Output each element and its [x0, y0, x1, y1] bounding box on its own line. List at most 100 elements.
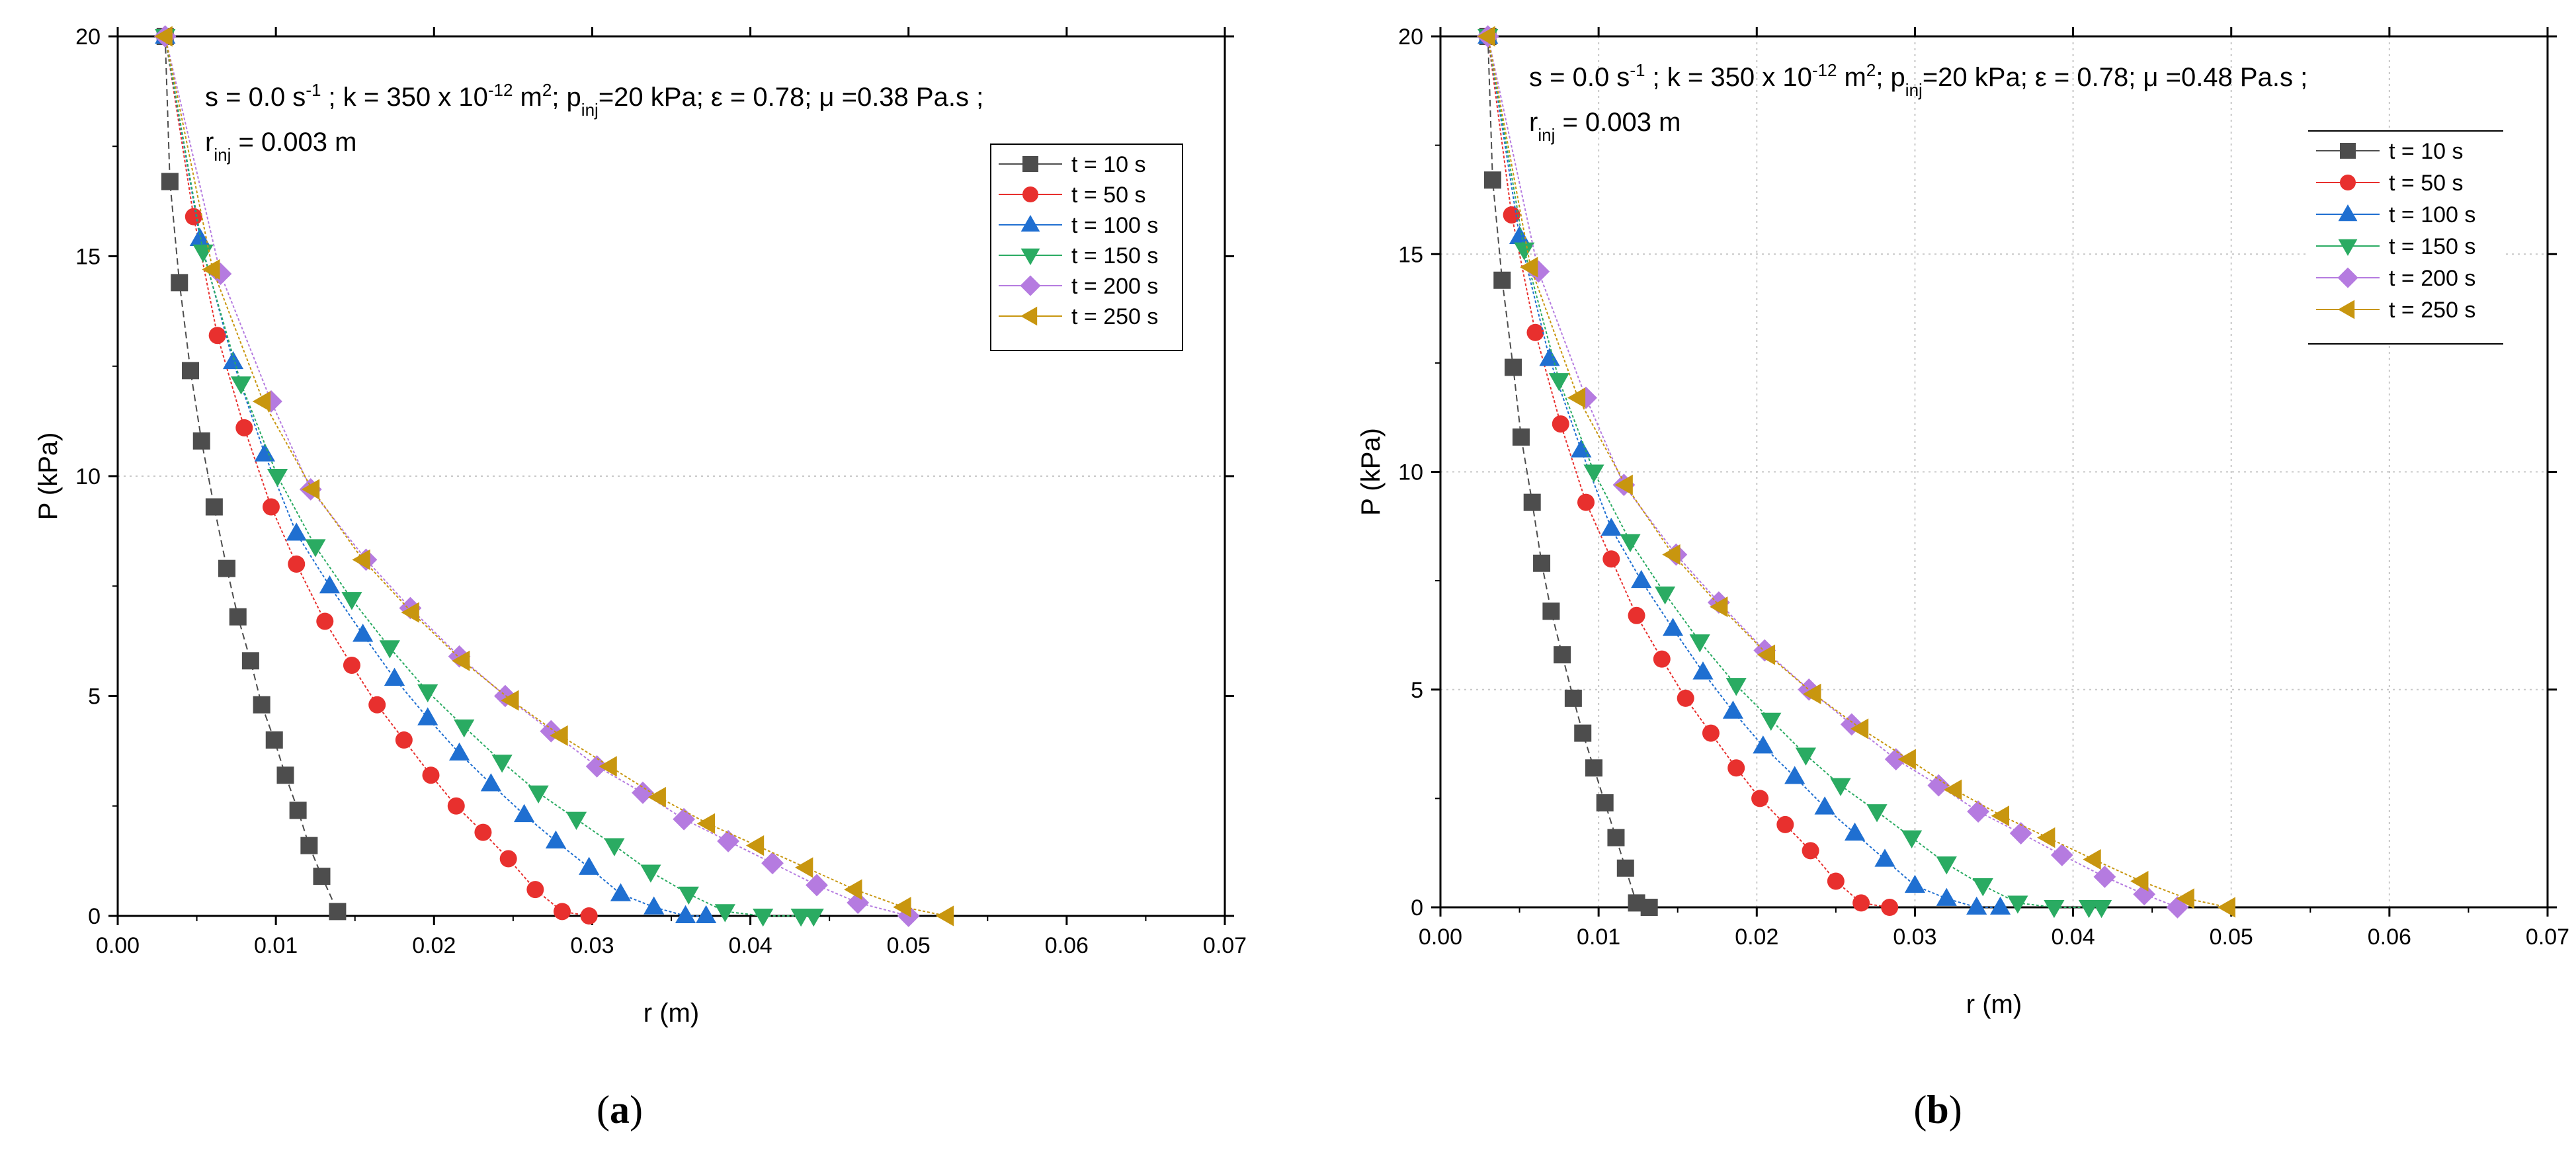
- data-point: [192, 244, 214, 263]
- data-point: [265, 731, 283, 749]
- series-line: [164, 36, 339, 912]
- data-point: [491, 755, 513, 773]
- x-tick-label: 0.05: [887, 933, 931, 958]
- data-point: [1533, 554, 1551, 572]
- data-point: [1631, 569, 1652, 589]
- data-point: [1881, 899, 1899, 916]
- data-point: [2083, 848, 2101, 870]
- data-point: [1677, 689, 1694, 707]
- y-tick-label: 10: [1398, 460, 1423, 485]
- x-tick-label: 0.02: [1735, 925, 1778, 950]
- legend-marker: [2338, 239, 2358, 256]
- data-point: [1784, 766, 1806, 784]
- data-point: [1596, 794, 1614, 811]
- data-point: [1483, 171, 1501, 189]
- data-point: [1904, 874, 1926, 893]
- x-tick-label: 0.03: [570, 933, 614, 958]
- data-point: [235, 419, 253, 436]
- y-tick-label: 0: [1411, 895, 1423, 921]
- data-point: [1702, 724, 1720, 742]
- legend-marker: [2340, 175, 2356, 190]
- data-point: [1654, 586, 1676, 605]
- panel-caption: (b): [1913, 1088, 1962, 1131]
- data-point: [1689, 634, 1710, 653]
- x-axis-title: r (m): [644, 999, 699, 1028]
- data-point: [1844, 822, 1866, 841]
- data-point: [1616, 859, 1634, 877]
- data-point: [229, 608, 247, 626]
- data-point: [540, 720, 563, 743]
- data-point: [2176, 888, 2194, 909]
- data-point: [1512, 428, 1530, 446]
- data-point: [1585, 759, 1602, 777]
- data-point: [678, 886, 699, 905]
- data-point: [1884, 748, 1907, 771]
- data-point: [565, 811, 587, 830]
- legend-marker: [1022, 156, 1038, 172]
- y-tick-label: 20: [75, 24, 101, 50]
- legend-label: t = 10 s: [2389, 139, 2463, 164]
- data-point: [1607, 829, 1625, 846]
- legend-label: t = 250 s: [2389, 298, 2475, 323]
- data-point: [276, 766, 294, 784]
- data-point: [448, 742, 470, 761]
- data-point: [610, 883, 632, 901]
- series-t-50-s: [1479, 28, 1899, 916]
- data-point: [301, 479, 320, 500]
- data-point: [1761, 712, 1782, 731]
- data-point: [1936, 856, 1957, 875]
- x-tick-label: 0.04: [728, 933, 772, 958]
- caption-letter: b: [1927, 1088, 1948, 1131]
- data-point: [580, 907, 598, 925]
- data-point: [401, 602, 419, 623]
- legend-label: t = 200 s: [1071, 274, 1158, 299]
- data-point: [1722, 700, 1744, 719]
- data-point: [1866, 804, 1888, 823]
- data-point: [1943, 779, 1962, 800]
- data-point: [1991, 805, 2010, 827]
- data-point: [241, 652, 259, 670]
- legend-marker: [1020, 215, 1040, 232]
- x-tick-label: 0.05: [2210, 925, 2253, 950]
- panel-caption: (a): [597, 1088, 643, 1131]
- series-line: [1487, 36, 2229, 908]
- legend-label: t = 10 s: [1071, 152, 1145, 177]
- data-point: [585, 755, 608, 778]
- data-point: [647, 786, 666, 808]
- data-point: [1574, 724, 1592, 742]
- y-tick-label: 20: [1398, 24, 1423, 50]
- data-point: [222, 350, 244, 370]
- data-point: [499, 850, 517, 868]
- chart-panel-b: 0.00 0.01 0.02 0.03 0.04 0.05 0.06 0.07 0 5 10 15 20…: [1356, 24, 2569, 1131]
- data-point: [305, 539, 326, 557]
- x-tick-label: 0.06: [2368, 925, 2411, 950]
- data-point: [1803, 683, 1821, 704]
- x-tick-label: 0.07: [2526, 925, 2569, 950]
- data-point: [341, 592, 362, 610]
- data-point: [1509, 226, 1530, 244]
- data-point: [1600, 517, 1622, 536]
- data-point: [316, 612, 334, 630]
- data-point: [2007, 895, 2028, 914]
- data-point: [182, 362, 200, 380]
- data-point: [2037, 827, 2056, 848]
- y-tick-label: 15: [1398, 242, 1423, 267]
- legend-label: t = 50 s: [1071, 183, 1145, 208]
- data-point: [513, 803, 535, 823]
- data-point: [644, 896, 665, 915]
- data-point: [1662, 544, 1681, 565]
- data-point: [1583, 464, 1604, 483]
- data-point: [417, 684, 438, 703]
- series-t-250-s: [154, 26, 954, 926]
- data-point: [288, 555, 306, 573]
- data-point: [1539, 348, 1560, 366]
- data-point: [1795, 747, 1817, 766]
- data-point: [1927, 774, 1950, 797]
- data-point: [632, 781, 654, 804]
- x-tick-label: 0.01: [1577, 925, 1620, 950]
- legend-label: t = 250 s: [1071, 304, 1158, 329]
- data-point: [1620, 534, 1641, 553]
- legend-label: t = 200 s: [2389, 266, 2475, 291]
